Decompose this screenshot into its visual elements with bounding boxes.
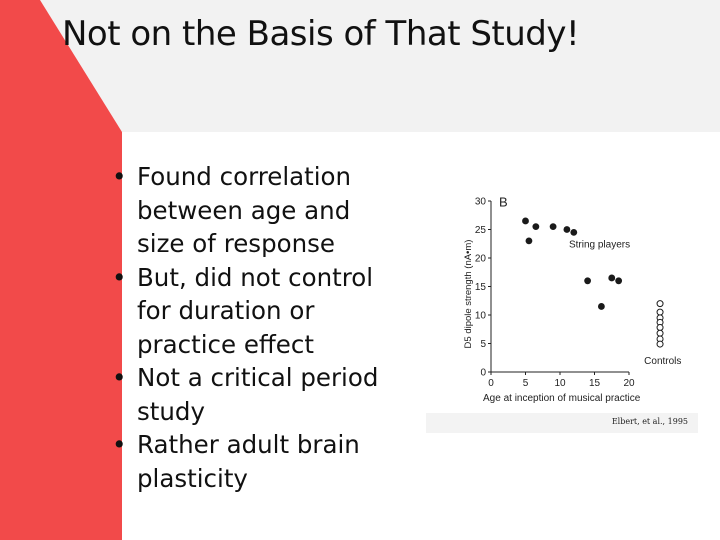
y-tick-label: 20: [475, 254, 487, 265]
y-tick-label: 25: [475, 225, 487, 236]
slide-title: Not on the Basis of That Study!: [62, 14, 580, 54]
string-player-point: [570, 228, 578, 236]
bullet-item: • Not a critical period study: [112, 361, 402, 428]
bullet-text: Found correlation between age and size o…: [137, 162, 352, 258]
figure-credit-box: Elbert, et al., 1995: [426, 413, 698, 433]
chart-points: [522, 217, 664, 348]
bullet-text: Rather adult brain plasticity: [137, 430, 360, 493]
bullet-dot-icon: •: [112, 262, 127, 292]
chart-ticks: 0 5 10 15 20 25 30 0 5 10 15 20: [475, 197, 635, 390]
bullet-text: But, did not control for duration or pra…: [137, 262, 374, 359]
annotation-controls: Controls: [644, 356, 681, 367]
bullet-list: • Found correlation between age and size …: [112, 160, 402, 495]
string-player-point: [615, 277, 623, 285]
string-player-point: [608, 274, 616, 282]
string-player-point: [584, 277, 591, 285]
x-tick-label: 15: [589, 378, 601, 389]
chart-axes: [490, 201, 629, 373]
control-point: [656, 329, 664, 337]
control-point: [656, 300, 664, 308]
bullet-item: • Found correlation between age and size …: [112, 160, 402, 261]
y-axis-label: D5 dipole strength (nA•m): [463, 240, 474, 349]
control-point: [656, 324, 664, 332]
red-accent-shape: [0, 0, 122, 540]
bullet-dot-icon: •: [112, 430, 127, 459]
string-player-point: [563, 226, 571, 233]
y-tick-label: 30: [475, 197, 487, 208]
y-tick-label: 5: [480, 339, 486, 350]
scatter-chart: 0 5 10 15 20 25 30 0 5 10 15 20 D5 dipole strength …: [463, 195, 681, 404]
bullet-item: • But, did not control for duration or pr…: [112, 261, 402, 362]
figure-credit: Elbert, et al., 1995: [611, 417, 688, 426]
x-tick-label: 10: [554, 378, 566, 389]
string-player-point: [532, 223, 540, 231]
string-player-point: [525, 237, 533, 245]
y-tick-label: 10: [475, 311, 487, 322]
x-axis-label: Age at inception of musical practice: [483, 393, 641, 404]
control-point: [656, 308, 664, 316]
string-player-point: [522, 217, 529, 225]
string-player-point: [598, 303, 605, 310]
x-tick-label: 20: [623, 378, 635, 389]
control-point: [656, 340, 664, 348]
string-player-point: [549, 223, 557, 231]
y-tick-label: 15: [475, 282, 487, 293]
top-gray-panel: [40, 0, 720, 132]
x-tick-label: 5: [523, 378, 529, 389]
y-tick-label: 0: [480, 368, 486, 379]
bullet-text: Not a critical period study: [137, 363, 379, 426]
annotation-string-players: String players: [569, 240, 630, 251]
bullet-dot-icon: •: [112, 162, 127, 191]
panel-label: B: [499, 195, 508, 210]
x-tick-label: 0: [488, 378, 494, 389]
bullet-dot-icon: •: [112, 363, 127, 392]
bullet-item: • Rather adult brain plasticity: [112, 428, 402, 495]
